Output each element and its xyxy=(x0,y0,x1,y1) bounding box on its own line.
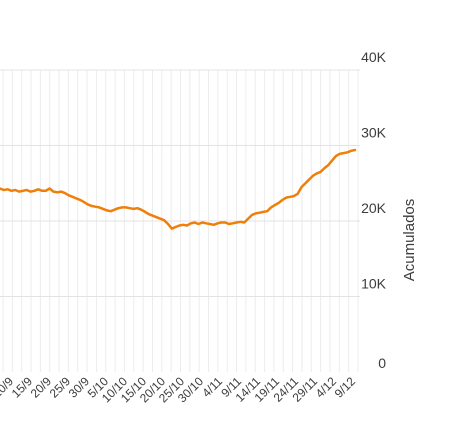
x-axis-tick-labels: 10/915/920/925/930/95/1010/1015/1020/102… xyxy=(0,374,358,405)
y-axis-title: Acumulados xyxy=(401,199,418,282)
x-tick-label: 9/12 xyxy=(332,374,359,401)
y-tick-label: 30K xyxy=(361,125,387,141)
accumulated-series-line xyxy=(0,148,357,230)
y-tick-label: 10K xyxy=(361,276,387,292)
y-tick-label: 0 xyxy=(378,355,386,371)
horizontal-gridlines xyxy=(0,69,360,297)
y-tick-label: 20K xyxy=(361,200,387,216)
y-axis-tick-labels: 0 10K 20K 30K 40K xyxy=(361,49,387,371)
y-tick-label: 40K xyxy=(361,49,387,65)
